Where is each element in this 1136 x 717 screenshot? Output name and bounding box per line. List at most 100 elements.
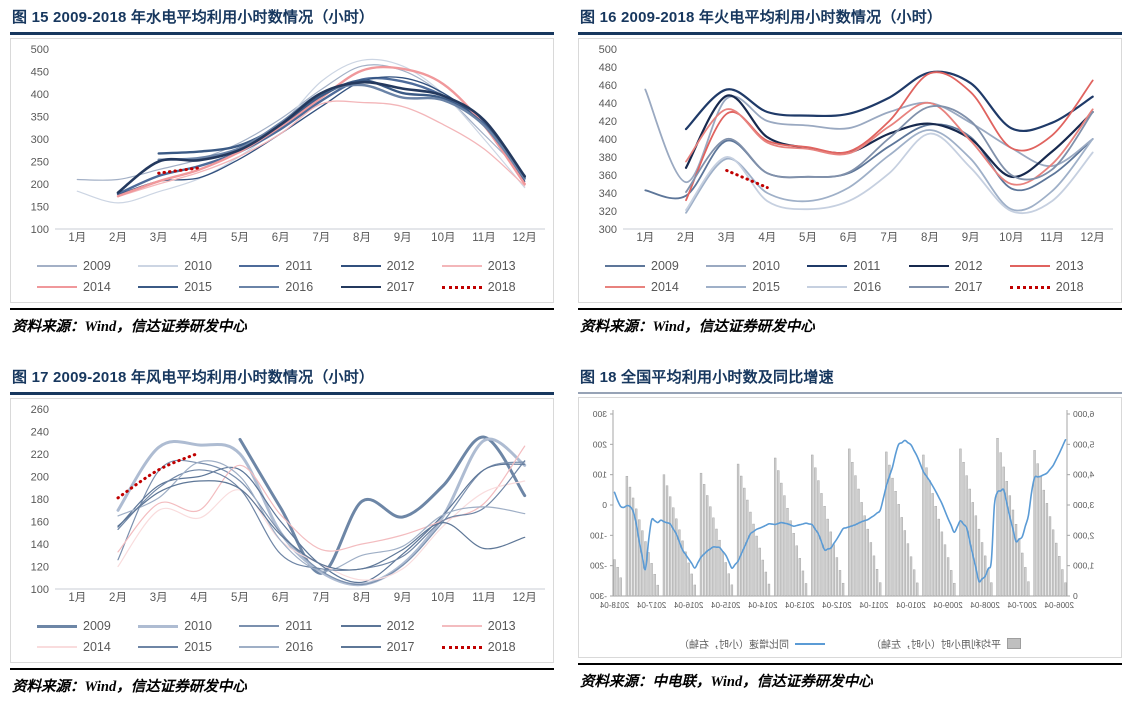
bar-2007 <box>996 438 999 597</box>
svg-text:4月: 4月 <box>758 232 776 244</box>
bar-2014 <box>746 499 749 597</box>
bar-2014 <box>764 571 768 597</box>
legend-label-2012: 2012 <box>386 619 415 633</box>
figure-15-title: 图 15 2009-2018 年水电平均利用小时数情况（小时） <box>10 8 554 35</box>
svg-text:2007-04: 2007-04 <box>1007 601 1037 610</box>
bar-2006 <box>1051 529 1055 597</box>
bar-2015 <box>724 562 727 597</box>
svg-text:200: 200 <box>31 179 49 191</box>
legend-label-2010: 2010 <box>752 259 780 273</box>
figure-18-legend: 平均利用小时（小时，左轴） 同比增速（小时，右轴） <box>579 634 1121 657</box>
figure-16-source: 资料来源：Wind，信达证券研发中心 <box>578 308 1122 336</box>
hydro-line-chart: 100 150 200 250 300 350 400 450 500 1月 2月 3月 4月 5月 6月 7… <box>31 44 545 244</box>
legend-label-2017: 2017 <box>386 280 415 294</box>
bar-2016 <box>662 474 666 597</box>
legend-swatch-2009 <box>605 265 645 267</box>
svg-text:10月: 10月 <box>431 592 455 604</box>
legend-item-2017: 2017 <box>908 278 1010 296</box>
series-2015-line <box>117 460 526 572</box>
bar-2006 <box>1061 569 1064 597</box>
bar-2011 <box>863 515 866 597</box>
legend-label-2011: 2011 <box>285 619 313 633</box>
legend-swatch-2012 <box>340 265 381 267</box>
legend-label-2013: 2013 <box>487 619 516 633</box>
bar-2009 <box>940 531 944 597</box>
svg-text:100: 100 <box>593 470 607 480</box>
bar-2015 <box>730 584 734 597</box>
bar-2011 <box>869 542 873 597</box>
figure-16-title: 图 16 2009-2018 年火电平均利用小时数情况（小时） <box>578 8 1122 35</box>
bar-2006 <box>1033 450 1036 597</box>
legend-label-2015: 2015 <box>752 280 780 294</box>
bar-2016 <box>693 584 697 597</box>
legend-label-2016: 2016 <box>285 280 314 294</box>
legend-item-2013: 2013 <box>441 257 543 275</box>
figure-18-title: 图 18 全国平均利用小时数及同比增速 <box>578 368 1122 394</box>
series-2018-line <box>157 166 201 175</box>
bar-2015 <box>702 484 706 597</box>
bar-2013 <box>786 507 789 597</box>
bar-2011 <box>851 462 854 597</box>
bar-2009 <box>931 493 934 597</box>
bar-2010 <box>916 582 919 597</box>
svg-text:2018-04: 2018-04 <box>599 601 629 610</box>
source-prefix: 资料来源： <box>580 319 653 335</box>
legend-label-2017: 2017 <box>386 640 415 654</box>
bar-2006 <box>1042 489 1045 597</box>
bar-2011 <box>860 502 863 597</box>
svg-text:-200: -200 <box>590 561 607 571</box>
svg-text:2006-04: 2006-04 <box>1044 601 1074 610</box>
legend-label-2013: 2013 <box>487 259 516 273</box>
series-2015-line <box>685 129 1094 214</box>
legend-item-avg-hours: 平均利用小时（小时，左轴） <box>871 636 1021 651</box>
bar-2013 <box>789 520 792 597</box>
bar-2016 <box>672 507 675 597</box>
legend-label: 同比增速（小时，右轴） <box>679 640 789 651</box>
bar-2007 <box>999 452 1002 597</box>
svg-text:3月: 3月 <box>718 232 736 244</box>
bar-swatch <box>1007 638 1021 649</box>
bar-2010 <box>906 543 910 597</box>
bar-2013 <box>795 545 798 597</box>
bar-2016 <box>684 551 687 597</box>
figure-17-title: 图 17 2009-2018 年风电平均利用小时数情况（小时） <box>10 368 554 395</box>
svg-text:2,000: 2,000 <box>1073 530 1095 540</box>
legend-swatch-2010 <box>138 624 179 628</box>
svg-text:400: 400 <box>599 134 617 146</box>
bar-2014 <box>767 583 771 597</box>
legend-item-yoy-growth: 同比增速（小时，右轴） <box>679 636 825 651</box>
svg-text:12月: 12月 <box>1081 232 1105 244</box>
bar-2015 <box>718 539 721 597</box>
svg-text:160: 160 <box>31 517 49 529</box>
figure-17-panel: 100 120 140 160 180 200 220 240 260 1月 2月 3月 4月 5月 6月 7… <box>10 398 554 663</box>
svg-text:3月: 3月 <box>150 592 168 604</box>
svg-text:360: 360 <box>599 170 617 182</box>
svg-text:10月: 10月 <box>999 232 1023 244</box>
legend-item-2013: 2013 <box>441 617 543 635</box>
bar-2016 <box>690 573 693 597</box>
bar-2015 <box>721 551 724 597</box>
bar-2012 <box>832 544 835 597</box>
series-2010-line <box>116 437 527 587</box>
bar-2011 <box>854 475 857 597</box>
figure-18-source: 资料来源：中电联，Wind，信达证券研发中心 <box>578 663 1122 691</box>
legend-swatch-2010 <box>706 265 747 267</box>
legend-swatch-2016 <box>807 286 848 288</box>
svg-text:11月: 11月 <box>472 592 495 604</box>
series-2017-line <box>117 480 526 571</box>
bar-2018 <box>616 566 619 597</box>
series-2011-line <box>684 70 1094 132</box>
svg-text:0: 0 <box>1073 591 1078 601</box>
source-text: Wind，信达证券研发中心 <box>652 319 815 335</box>
legend-swatch-2018 <box>441 285 482 289</box>
bar-2015 <box>699 472 703 597</box>
legend-label-2018: 2018 <box>487 640 516 654</box>
bar-2008 <box>974 515 978 597</box>
legend-label-2013: 2013 <box>1055 259 1084 273</box>
series-2013-line <box>117 100 526 198</box>
svg-text:6月: 6月 <box>272 592 290 604</box>
svg-text:1,000: 1,000 <box>1073 561 1095 571</box>
legend-label: 平均利用小时（小时，左轴） <box>871 640 1001 651</box>
source-text: Wind，信达证券研发中心 <box>84 319 247 335</box>
legend-label-2015: 2015 <box>184 280 212 294</box>
